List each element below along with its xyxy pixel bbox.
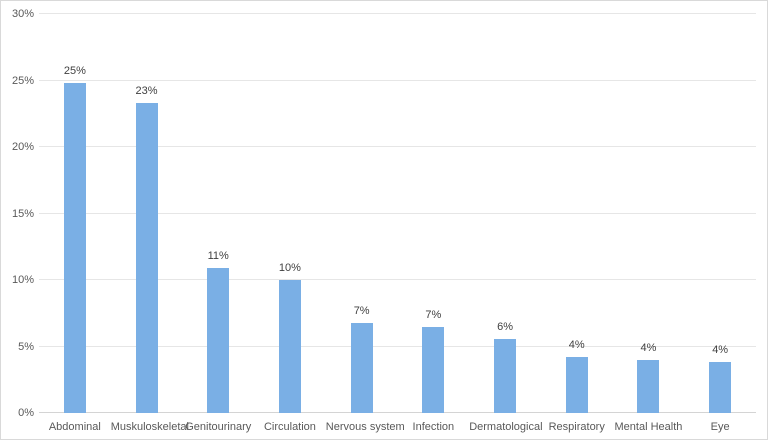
bar-value-label: 4%: [568, 339, 585, 352]
x-axis-category-label-mental-health: Mental Health: [614, 421, 683, 433]
bar-value-label: 11%: [207, 250, 229, 263]
bar-column-respiratory: 4%: [541, 14, 613, 413]
x-axis-category-label-respiratory: Respiratory: [548, 421, 605, 433]
bar-nervous-system[interactable]: [350, 322, 373, 413]
bar-column-abdominal: 25%: [39, 14, 111, 413]
y-axis-tick-label: 30%: [11, 8, 34, 20]
y-axis: 0% 5% 10% 15% 20% 25% 30%: [1, 8, 34, 419]
gridline: [39, 79, 756, 81]
bar-column-muskuloskeletal: 23%: [111, 14, 183, 413]
y-axis-tick-label: 25%: [11, 74, 34, 87]
bar-column-infection: 7%: [398, 14, 470, 413]
bar-value-label: 25%: [63, 65, 86, 78]
bar-column-circulation: 10%: [254, 14, 326, 413]
bar-value-label: 10%: [278, 262, 301, 274]
x-axis-category-label-infection: Infection: [412, 421, 455, 433]
plot-area: 25% 23% 11% 10% 7% 7% 6% 4% 4% 4%: [39, 13, 756, 413]
bar-value-label: 4%: [712, 344, 729, 357]
bar-mental-health[interactable]: [637, 359, 660, 413]
x-axis-category-label-nervous-system: Nervous system: [325, 421, 405, 433]
gridline: [39, 146, 756, 147]
y-axis-tick-label: 20%: [11, 141, 34, 153]
bar-value-label: 7%: [353, 304, 370, 317]
bar-column-dermatological: 6%: [469, 14, 541, 413]
x-axis-category-label-muskuloskeletal: Muskuloskeletal: [110, 421, 189, 433]
gridline: [39, 13, 756, 14]
bar-column-genitourinary: 11%: [182, 14, 254, 413]
bar-genitourinary[interactable]: [207, 268, 230, 413]
x-axis-category-label-genitourinary: Genitourinary: [185, 421, 252, 433]
x-axis-category-label-eye: Eye: [710, 421, 730, 433]
x-axis: Abdominal Muskuloskeletal Genitourinary Cir…: [39, 420, 756, 436]
y-axis-tick-label: 0%: [18, 407, 34, 419]
bar-value-label: 7%: [425, 308, 442, 321]
y-axis-tick-label: 15%: [11, 207, 34, 220]
bar-column-nervous-system: 7%: [326, 14, 398, 413]
x-axis-category-label-dermatological: Dermatological: [469, 421, 543, 433]
x-axis-line: [39, 412, 756, 413]
gridline: [39, 345, 756, 347]
gridline: [39, 212, 756, 214]
bar-value-label: 4%: [640, 341, 657, 354]
bar-respiratory[interactable]: [565, 357, 588, 413]
bar-column-eye: 4%: [684, 14, 756, 413]
y-axis-tick-label: 5%: [18, 340, 34, 353]
bar-dermatological[interactable]: [494, 338, 517, 413]
bar-circulation[interactable]: [278, 280, 301, 413]
y-axis-tick-label: 10%: [11, 274, 34, 286]
x-axis-category-label-abdominal: Abdominal: [48, 421, 101, 433]
x-axis-category-label-circulation: Circulation: [263, 421, 316, 433]
bar-column-mental-health: 4%: [613, 14, 685, 413]
bar-infection[interactable]: [422, 326, 445, 413]
gridline: [39, 279, 756, 280]
bar-eye[interactable]: [709, 362, 732, 413]
bar-value-label: 23%: [135, 85, 158, 98]
bar-muskuloskeletal[interactable]: [135, 103, 158, 413]
bar-value-label: 6%: [497, 320, 513, 333]
bar-abdominal[interactable]: [63, 83, 86, 413]
